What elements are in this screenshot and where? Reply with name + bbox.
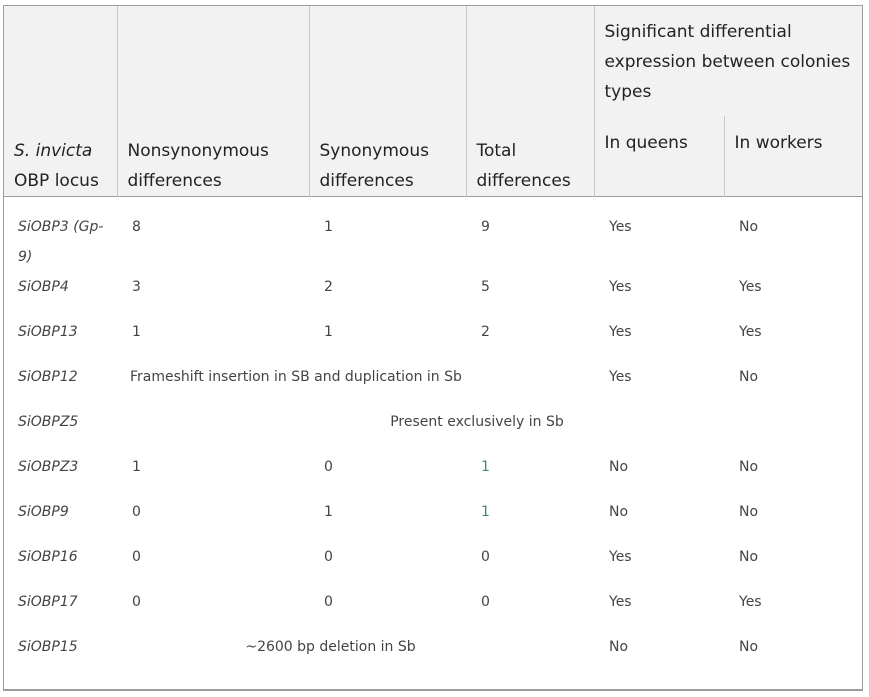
row-workers: Yes [739, 593, 762, 610]
row-total: 0 [481, 593, 490, 610]
row-total: 1 [481, 503, 490, 520]
row-locus: SiOBP3 (Gp-9) [4, 196, 117, 272]
row-queens: Yes [609, 278, 632, 295]
table-row: SiOBP16 0 0 0 Yes No [4, 542, 862, 587]
header-nonsyn-line2: differences [127, 170, 222, 191]
row-locus: SiOBP9 [18, 503, 69, 520]
row-span-note: Frameshift insertion in SB and duplicati… [130, 368, 462, 385]
table-row: SiOBP17 0 0 0 Yes Yes [4, 587, 862, 632]
data-table-frame: S. invicta OBP locus Nonsynonymous differe… [3, 5, 863, 691]
row-locus: SiOBP13 [18, 323, 78, 340]
table-body: SiOBP3 (Gp-9) 8 1 9 Yes No SiOBP4 3 2 5 … [4, 196, 862, 677]
header-syn: Synonymous differences [309, 6, 467, 196]
header-expression-text: Significant differential expression betw… [604, 22, 851, 102]
header-locus-line1: S. invicta [14, 140, 93, 161]
row-total: 9 [481, 218, 490, 235]
header-locus-line2: OBP locus [14, 170, 99, 191]
header-total-line1: Total [476, 140, 517, 161]
row-nonsyn: 3 [132, 278, 141, 295]
table-row: SiOBP9 0 1 1 No No [4, 497, 862, 542]
span-note-text: Present exclusively in Sb [390, 413, 564, 430]
table-row: SiOBPZ5 Present exclusively in Sb [4, 407, 862, 452]
row-nonsyn: 1 [132, 458, 141, 475]
header-syn-line1: Synonymous [319, 140, 429, 161]
row-total: 1 [481, 458, 490, 475]
row-locus: SiOBP12 [18, 368, 78, 385]
row-locus: SiOBP16 [18, 548, 78, 565]
row-workers: No [739, 368, 759, 385]
header-total: Total differences [466, 6, 595, 196]
row-nonsyn: 1 [132, 323, 141, 340]
row-nonsyn: 0 [132, 593, 141, 610]
row-queens: No [609, 458, 629, 475]
header-workers-text: In workers [734, 132, 823, 153]
table-row: SiOBP15 ~2600 bp deletion in Sb No No [4, 632, 862, 677]
row-queens: Yes [609, 593, 632, 610]
header-workers: In workers [724, 116, 862, 196]
row-workers: No [739, 638, 759, 655]
row-workers: No [739, 503, 759, 520]
row-workers: Yes [739, 323, 762, 340]
header-total-line2: differences [476, 170, 571, 191]
table-row: SiOBP12 Frameshift insertion in SB and d… [4, 362, 862, 407]
table-row: SiOBPZ3 1 0 1 No No [4, 452, 862, 497]
row-total: 2 [481, 323, 490, 340]
row-syn: 1 [324, 218, 333, 235]
row-syn: 2 [324, 278, 333, 295]
row-total: 5 [481, 278, 490, 295]
header-expression-group: Significant differential expression betw… [594, 6, 862, 116]
header-nonsyn: Nonsynonymous differences [117, 6, 310, 196]
locus-suffix: (Gp-9) [18, 218, 104, 265]
header-locus: S. invicta OBP locus [4, 6, 118, 196]
row-syn: 1 [324, 323, 333, 340]
row-syn: 0 [324, 548, 333, 565]
row-locus: SiOBPZ5 [18, 413, 79, 430]
header-queens-text: In queens [604, 132, 688, 153]
row-queens: No [609, 638, 629, 655]
row-span-note: Present exclusively in Sb [117, 407, 862, 452]
row-locus: SiOBP17 [18, 593, 78, 610]
table-row: SiOBP3 (Gp-9) 8 1 9 Yes No [4, 196, 862, 272]
header-queens: In queens [594, 116, 725, 196]
header-syn-line2: differences [319, 170, 414, 191]
span-note-text: ~2600 bp deletion in Sb [245, 638, 416, 655]
obp-table: S. invicta OBP locus Nonsynonymous differe… [4, 6, 862, 677]
row-queens: Yes [609, 548, 632, 565]
row-nonsyn: 8 [132, 218, 141, 235]
table-row: SiOBP4 3 2 5 Yes Yes [4, 272, 862, 317]
row-locus: SiOBPZ3 [18, 458, 79, 475]
header-nonsyn-line1: Nonsynonymous [127, 140, 269, 161]
locus-name: SiOBP3 [18, 218, 69, 235]
row-workers: No [739, 458, 759, 475]
row-total: 0 [481, 548, 490, 565]
row-span-note: ~2600 bp deletion in Sb [117, 632, 594, 677]
row-queens: Yes [609, 368, 632, 385]
row-syn: 0 [324, 593, 333, 610]
table-row: SiOBP13 1 1 2 Yes Yes [4, 317, 862, 362]
table-header: S. invicta OBP locus Nonsynonymous differe… [4, 6, 862, 196]
row-queens: Yes [609, 323, 632, 340]
row-queens: Yes [609, 218, 632, 235]
row-workers: No [739, 548, 759, 565]
row-workers: No [739, 218, 759, 235]
row-nonsyn: 0 [132, 548, 141, 565]
row-workers: Yes [739, 278, 762, 295]
row-nonsyn: 0 [132, 503, 141, 520]
row-locus: SiOBP4 [18, 278, 69, 295]
row-locus: SiOBP15 [18, 638, 78, 655]
row-syn: 0 [324, 458, 333, 475]
row-queens: No [609, 503, 629, 520]
row-syn: 1 [324, 503, 333, 520]
